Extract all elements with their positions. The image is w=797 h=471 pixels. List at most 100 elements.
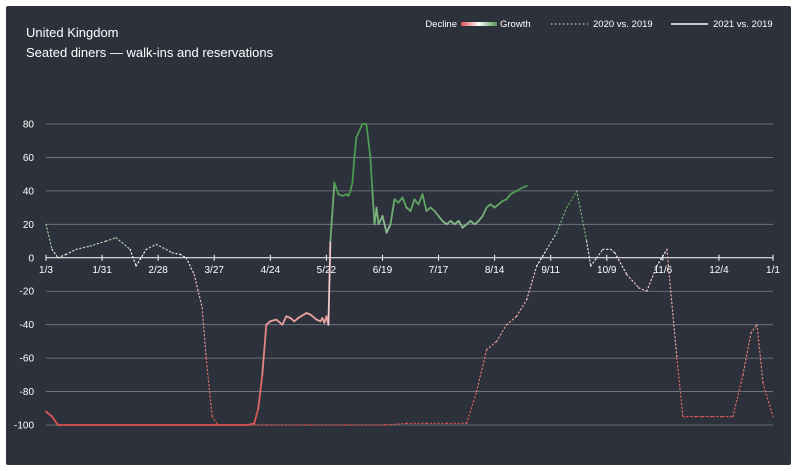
series-segment: [165, 248, 173, 254]
x-tick-label: 11/6: [653, 265, 672, 276]
series-segment: [371, 189, 376, 226]
series-segment: [496, 324, 508, 342]
series-segment: [421, 193, 428, 212]
series-segment: [375, 206, 380, 226]
series-2020: [45, 190, 774, 426]
series-segment: [211, 416, 219, 426]
series-segment: [477, 215, 484, 222]
series-segment: [397, 196, 404, 204]
series-segment: [762, 382, 774, 418]
y-tick-label: 80: [23, 120, 35, 131]
x-tick-label: 1/31: [92, 265, 112, 276]
series-segment: [756, 324, 764, 384]
series-segment: [205, 357, 213, 418]
series-segment: [385, 422, 408, 426]
series-segment: [506, 315, 518, 326]
x-tick-label: 3/27: [204, 265, 224, 276]
series-segment: [666, 248, 678, 359]
series-segment: [742, 332, 752, 376]
x-axis-ticks: 1/3 1/31 2/28 3/27 4/24 5/22 6/19 7/17 8/14 9/11 1…: [39, 254, 780, 276]
series-segment: [437, 215, 444, 222]
series-segment: [638, 287, 648, 292]
series-segment: [201, 307, 207, 359]
series-segment: [365, 123, 370, 142]
series-segment: [646, 265, 658, 292]
series-segment: [179, 253, 187, 259]
series-segment: [333, 181, 340, 196]
y-tick-label: 40: [23, 186, 35, 197]
series-segment: [329, 181, 336, 243]
series-segment: [521, 184, 528, 189]
legend: Decline Growth 2020 vs. 2019 2021 vs. 20…: [425, 19, 772, 30]
series-segment: [433, 210, 440, 217]
series-segment: [155, 243, 167, 250]
series-segment: [89, 240, 107, 247]
y-axis-ticks: 80 60 40 20 0 -20 -40 -60 -80 -100: [14, 120, 34, 432]
y-tick-label: 20: [23, 220, 35, 231]
x-tick-label: 6/19: [373, 265, 393, 276]
series-segment: [610, 248, 616, 254]
series-segment: [401, 196, 408, 209]
series-segment: [626, 273, 640, 289]
y-tick-label: -40: [20, 320, 35, 331]
legend-2021-label: 2021 vs. 2019: [713, 19, 773, 30]
series-layer: [45, 123, 774, 426]
series-segment: [676, 357, 684, 418]
series-segment: [51, 248, 59, 259]
series-segment: [51, 415, 59, 426]
series-segment: [185, 257, 195, 276]
chart-card: United Kingdom Seated diners — walk-ins …: [6, 6, 791, 465]
x-tick-label: 4/24: [261, 265, 281, 276]
series-segment: [57, 253, 67, 259]
series-segment: [576, 190, 588, 242]
series-segment: [556, 207, 568, 234]
series-segment: [327, 240, 332, 326]
legend-decline-label: Decline: [425, 19, 457, 30]
series-segment: [413, 198, 420, 206]
x-tick-label: 10/9: [597, 265, 617, 276]
series-segment: [566, 190, 578, 209]
series-segment: [509, 189, 518, 196]
series-segment: [656, 248, 668, 267]
series-segment: [129, 248, 137, 267]
series-segment: [466, 391, 478, 424]
y-tick-label: 60: [23, 153, 35, 164]
y-tick-label: -80: [20, 387, 35, 398]
series-segment: [381, 215, 388, 234]
series-segment: [586, 240, 592, 267]
series-segment: [275, 318, 284, 326]
series-segment: [536, 248, 548, 267]
series-segment: [261, 323, 268, 376]
series-segment: [105, 237, 117, 242]
series-segment: [45, 223, 53, 250]
legend-diverging-swatch: [461, 22, 497, 26]
y-tick-label: -20: [20, 287, 35, 298]
series-segment: [409, 198, 416, 212]
series-segment: [281, 315, 288, 326]
series-segment: [247, 422, 256, 426]
series-segment: [750, 324, 758, 334]
y-tick-label: 0: [28, 253, 34, 264]
series-segment: [732, 374, 744, 418]
series-segment: [614, 252, 628, 276]
series-segment: [45, 410, 53, 418]
y-tick-label: -60: [20, 354, 35, 365]
legend-2020-label: 2020 vs. 2019: [593, 19, 653, 30]
series-segment: [115, 237, 131, 250]
series-segment: [145, 243, 157, 250]
series-segment: [486, 340, 498, 351]
series-segment: [65, 248, 77, 255]
series-segment: [526, 265, 538, 301]
series-segment: [351, 156, 356, 184]
series-segment: [367, 139, 372, 159]
series-segment: [377, 215, 384, 226]
series-segment: [349, 181, 354, 192]
series-segment: [596, 248, 604, 259]
series-segment: [385, 223, 392, 234]
series-segment: [369, 156, 374, 192]
x-tick-label: 12/4: [709, 265, 729, 276]
legend-growth-label: Growth: [500, 19, 531, 30]
series-segment: [505, 193, 512, 201]
x-tick-label: 2/28: [148, 265, 168, 276]
series-segment: [253, 407, 260, 425]
